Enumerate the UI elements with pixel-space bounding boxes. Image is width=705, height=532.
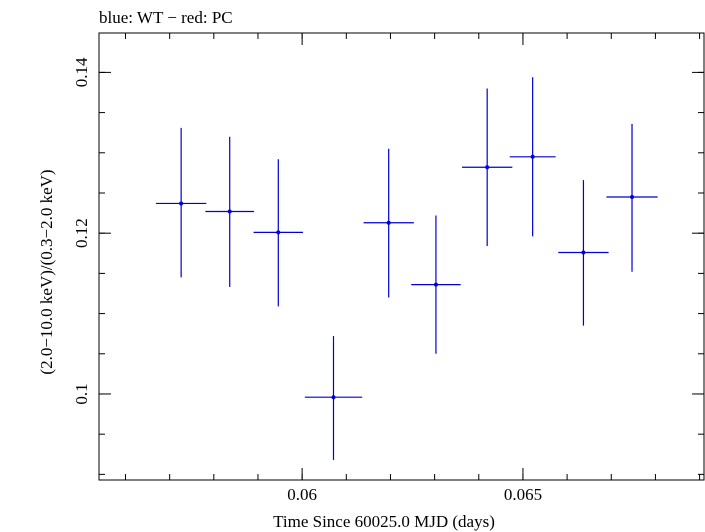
plot-area-border xyxy=(98,32,705,481)
point-marker xyxy=(179,201,184,206)
data-point xyxy=(253,159,304,307)
point-marker xyxy=(227,209,232,214)
data-point xyxy=(606,123,658,272)
data-point xyxy=(462,88,513,247)
plot-frame xyxy=(98,32,705,481)
x-axis-label: Time Since 60025.0 MJD (days) xyxy=(273,512,495,531)
data-point xyxy=(509,77,556,237)
y-tick-label: 0.14 xyxy=(72,57,91,87)
data-point xyxy=(411,215,461,354)
point-marker xyxy=(386,220,391,225)
chart-title: blue: WT − red: PC xyxy=(99,8,233,27)
point-marker xyxy=(630,195,635,200)
data-point xyxy=(558,180,609,326)
data-point xyxy=(205,136,255,288)
y-tick-label: 0.12 xyxy=(72,218,91,248)
data-point xyxy=(304,336,363,460)
point-marker xyxy=(433,282,438,287)
x-tick-label: 0.06 xyxy=(287,485,317,504)
point-marker xyxy=(276,230,281,235)
data-points xyxy=(155,77,658,460)
point-marker xyxy=(331,395,336,400)
point-marker xyxy=(485,165,490,170)
x-axis: 0.06 0.065 xyxy=(124,33,701,504)
x-tick-label: 0.065 xyxy=(504,485,542,504)
data-point xyxy=(155,127,207,278)
y-axis: 0.1 0.12 0.14 xyxy=(72,57,704,475)
y-axis-label: (2.0−10.0 keV)/(0.3−2.0 keV) xyxy=(37,169,56,374)
y-tick-label: 0.1 xyxy=(72,383,91,404)
point-marker xyxy=(581,250,586,255)
point-marker xyxy=(530,154,535,159)
data-point xyxy=(363,148,414,298)
